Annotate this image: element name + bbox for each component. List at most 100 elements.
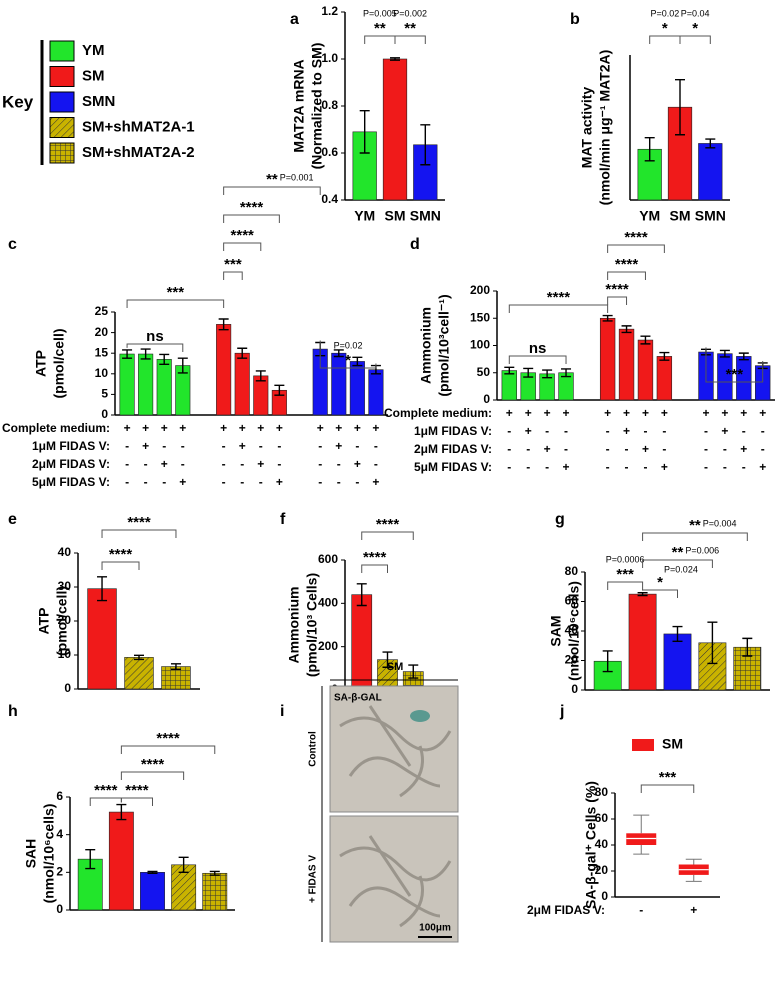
- y-tick-label: 80: [595, 785, 609, 799]
- significance-label: *: [657, 574, 663, 591]
- error-bar: [408, 664, 419, 679]
- bar: [140, 872, 165, 911]
- bar: [663, 633, 692, 691]
- condition-sign: +: [372, 475, 379, 489]
- condition-sign: -: [125, 439, 129, 453]
- error-bar: [382, 651, 393, 668]
- p-value: P=0.02: [334, 340, 363, 350]
- significance-label: ***: [616, 566, 634, 583]
- condition-sign: -: [125, 475, 129, 489]
- condition-sign: +: [721, 406, 728, 420]
- condition-sign: -: [222, 475, 226, 489]
- bar: [119, 353, 135, 416]
- significance-label: ***: [659, 769, 677, 786]
- y-tick-label: 10: [58, 647, 72, 661]
- significance-bracket: [508, 304, 609, 313]
- y-axis-label: (pmol/cell): [54, 586, 70, 656]
- condition-label: Complete medium:: [2, 421, 110, 435]
- condition-sign: -: [639, 903, 643, 917]
- condition-sign: -: [162, 475, 166, 489]
- condition-sign: +: [702, 406, 709, 420]
- significance-label: ****: [156, 730, 180, 747]
- legend-swatch: [632, 739, 654, 751]
- y-tick-label: 60: [595, 811, 609, 825]
- significance-bracket: [642, 532, 748, 541]
- condition-sign: -: [355, 439, 359, 453]
- y-tick-label: 50: [477, 365, 491, 379]
- significance-label: ****: [547, 289, 571, 306]
- panel-letter: g: [555, 511, 565, 528]
- whisker-upper: [685, 858, 702, 865]
- y-axis-label: MAT activity: [579, 87, 595, 169]
- condition-sign: -: [277, 439, 281, 453]
- condition-sign: -: [507, 460, 511, 474]
- bar: [216, 324, 232, 416]
- error-bar: [359, 110, 370, 154]
- condition-sign: -: [355, 475, 359, 489]
- p-value: P=0.02: [650, 8, 679, 18]
- condition-sign: -: [507, 424, 511, 438]
- key-swatch: [49, 142, 75, 164]
- x-tick-label: YM: [354, 208, 375, 224]
- significance-label: ****: [125, 782, 149, 799]
- condition-sign: -: [374, 457, 378, 471]
- condition-sign: -: [761, 424, 765, 438]
- stain-label: SA-β-GAL: [334, 693, 382, 704]
- y-tick-label: 10: [95, 366, 109, 380]
- panel-letter: a: [290, 11, 299, 28]
- error-bar: [390, 57, 400, 61]
- y-axis-label: (nmol/min μg⁻¹ MAT2A): [597, 50, 613, 206]
- significance-bracket: [120, 797, 153, 806]
- y-tick-label: 6: [56, 789, 63, 803]
- cell-shapes: [339, 705, 452, 798]
- error-bar: [333, 349, 344, 358]
- x-tick-label: SMN: [410, 208, 441, 224]
- condition-sign: +: [721, 424, 728, 438]
- y-tick-label: 200: [470, 283, 490, 297]
- significance-label: *: [345, 352, 351, 369]
- y-axis-label: MAT2A mRNA: [291, 59, 307, 152]
- error-bar: [420, 124, 431, 166]
- p-value: P=0.024: [664, 564, 698, 574]
- significance-label: ****: [141, 756, 165, 773]
- error-bar: [147, 870, 158, 874]
- error-bar: [640, 335, 651, 345]
- bar: [599, 317, 616, 401]
- error-bar: [742, 637, 753, 657]
- error-bar: [504, 366, 515, 375]
- significance-bracket: [649, 35, 681, 44]
- condition-sign: +: [276, 475, 283, 489]
- condition-sign: -: [526, 442, 530, 456]
- significance-label: ****: [94, 782, 118, 799]
- error-bar: [707, 621, 718, 665]
- condition-sign: +: [335, 421, 342, 435]
- y-tick-label: 0: [483, 392, 490, 406]
- error-bar: [602, 650, 613, 673]
- scale-label: 100μm: [419, 923, 451, 934]
- p-value: P=0.004: [703, 518, 737, 528]
- micrograph: [329, 815, 459, 943]
- error-bar: [561, 368, 572, 378]
- significance-bracket: [364, 35, 396, 44]
- condition-sign: +: [257, 421, 264, 435]
- condition-sign: -: [259, 439, 263, 453]
- y-tick-label: 5: [101, 387, 108, 401]
- condition-sign: -: [222, 457, 226, 471]
- condition-sign: +: [759, 460, 766, 474]
- error-bar: [705, 138, 716, 149]
- condition-sign: -: [259, 475, 263, 489]
- condition-sign: +: [661, 406, 668, 420]
- key-swatch: [49, 66, 75, 87]
- y-axis-label: (pmol/cell): [51, 328, 67, 398]
- y-tick-label: 400: [318, 596, 338, 610]
- p-value: P=0.04: [681, 8, 710, 18]
- error-bar: [672, 625, 683, 643]
- error-bar: [637, 591, 648, 597]
- bar: [87, 588, 117, 690]
- significance-bracket: [607, 581, 644, 590]
- error-bar: [523, 367, 534, 378]
- condition-sign: -: [625, 460, 629, 474]
- error-bar: [140, 348, 151, 360]
- condition-sign: +: [563, 406, 570, 420]
- bar: [618, 328, 635, 401]
